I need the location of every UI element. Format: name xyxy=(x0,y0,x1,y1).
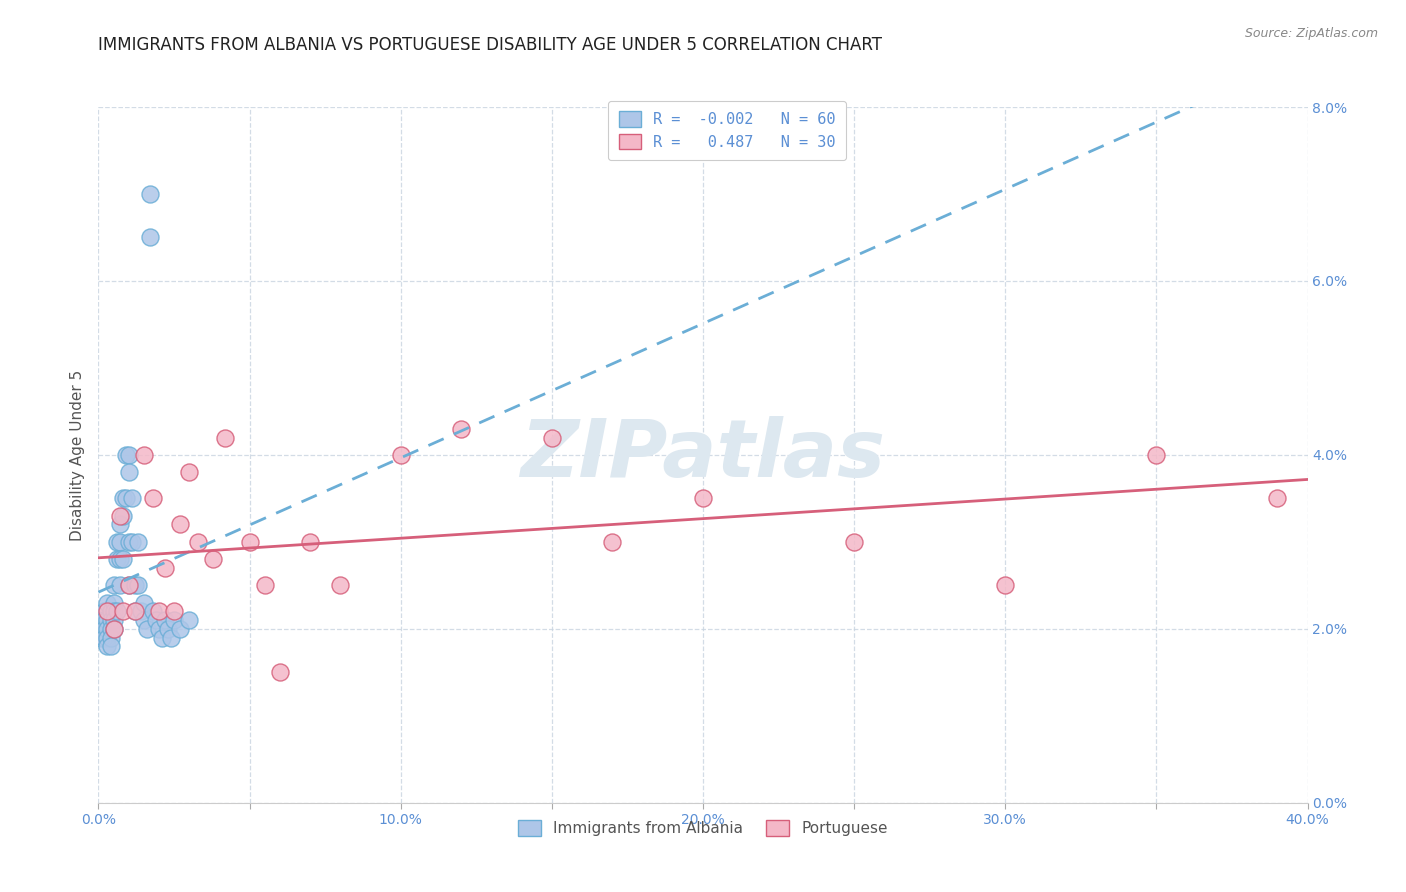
Point xyxy=(127,578,149,592)
Point xyxy=(1144,448,1167,462)
Point xyxy=(129,605,152,619)
Point xyxy=(145,613,167,627)
Point xyxy=(114,491,136,506)
Point xyxy=(163,605,186,619)
Point xyxy=(187,534,209,549)
Point xyxy=(124,605,146,619)
Point xyxy=(121,491,143,506)
Point xyxy=(111,605,134,619)
Point xyxy=(111,552,134,566)
Point xyxy=(118,466,141,480)
Point xyxy=(692,491,714,506)
Point xyxy=(90,631,112,645)
Point xyxy=(602,534,624,549)
Point xyxy=(90,613,112,627)
Point xyxy=(105,605,128,619)
Point xyxy=(153,613,176,627)
Point xyxy=(299,534,322,549)
Point xyxy=(169,622,191,636)
Point xyxy=(100,613,122,627)
Point xyxy=(132,448,155,462)
Point xyxy=(105,552,128,566)
Point xyxy=(329,578,352,592)
Point xyxy=(132,596,155,610)
Point xyxy=(160,631,183,645)
Point xyxy=(148,622,170,636)
Point xyxy=(132,613,155,627)
Point xyxy=(93,613,115,627)
Point xyxy=(153,561,176,575)
Point xyxy=(90,622,112,636)
Point xyxy=(118,578,141,592)
Point xyxy=(214,430,236,444)
Point xyxy=(111,491,134,506)
Point xyxy=(156,622,179,636)
Point xyxy=(202,552,225,566)
Point xyxy=(127,534,149,549)
Text: ZIPatlas: ZIPatlas xyxy=(520,416,886,494)
Point xyxy=(169,517,191,532)
Point xyxy=(179,466,201,480)
Point xyxy=(124,605,146,619)
Point xyxy=(93,622,115,636)
Point xyxy=(450,422,472,436)
Point xyxy=(96,613,118,627)
Point xyxy=(103,613,125,627)
Point xyxy=(93,605,115,619)
Point xyxy=(142,605,165,619)
Point xyxy=(114,448,136,462)
Point xyxy=(108,534,131,549)
Text: Source: ZipAtlas.com: Source: ZipAtlas.com xyxy=(1244,27,1378,40)
Point xyxy=(239,534,262,549)
Point xyxy=(148,605,170,619)
Point xyxy=(1267,491,1289,506)
Point xyxy=(96,639,118,653)
Point xyxy=(93,631,115,645)
Point xyxy=(179,613,201,627)
Point xyxy=(96,596,118,610)
Point xyxy=(96,605,118,619)
Point xyxy=(100,622,122,636)
Point xyxy=(994,578,1017,592)
Point xyxy=(111,508,134,523)
Point xyxy=(108,508,131,523)
Point xyxy=(269,665,291,680)
Point xyxy=(103,622,125,636)
Point xyxy=(135,622,157,636)
Point xyxy=(142,491,165,506)
Point xyxy=(108,517,131,532)
Point xyxy=(150,631,173,645)
Y-axis label: Disability Age Under 5: Disability Age Under 5 xyxy=(69,369,84,541)
Point xyxy=(118,534,141,549)
Point xyxy=(124,578,146,592)
Point xyxy=(540,430,562,444)
Point xyxy=(105,534,128,549)
Point xyxy=(139,230,162,244)
Point xyxy=(96,622,118,636)
Point xyxy=(121,534,143,549)
Point xyxy=(118,578,141,592)
Legend: Immigrants from Albania, Portuguese: Immigrants from Albania, Portuguese xyxy=(510,813,896,844)
Point xyxy=(108,578,131,592)
Point xyxy=(118,448,141,462)
Point xyxy=(96,631,118,645)
Point xyxy=(389,448,412,462)
Point xyxy=(163,613,186,627)
Point xyxy=(139,186,162,201)
Point xyxy=(108,552,131,566)
Point xyxy=(253,578,276,592)
Text: IMMIGRANTS FROM ALBANIA VS PORTUGUESE DISABILITY AGE UNDER 5 CORRELATION CHART: IMMIGRANTS FROM ALBANIA VS PORTUGUESE DI… xyxy=(98,36,883,54)
Point xyxy=(100,639,122,653)
Point xyxy=(100,631,122,645)
Point xyxy=(100,605,122,619)
Point xyxy=(103,622,125,636)
Point xyxy=(103,578,125,592)
Point xyxy=(844,534,866,549)
Point xyxy=(103,605,125,619)
Point xyxy=(103,596,125,610)
